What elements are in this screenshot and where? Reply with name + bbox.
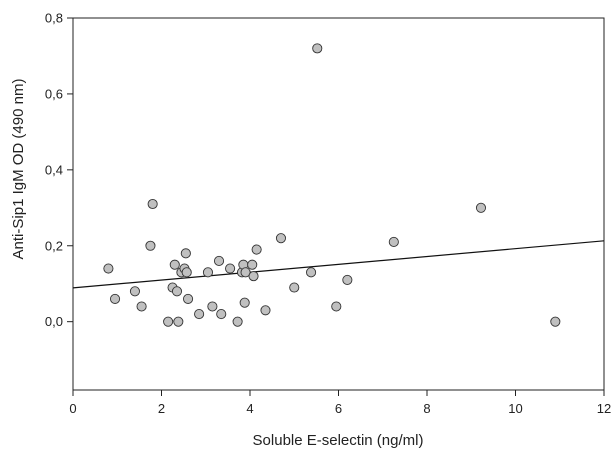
data-point [251, 244, 262, 255]
data-point [171, 286, 183, 297]
x-tick-label: 10 [508, 401, 522, 416]
x-axis-title: Soluble E-selectin (ng/ml) [253, 432, 424, 449]
data-point [213, 255, 225, 266]
data-point [312, 43, 323, 54]
y-tick-label: 0,0 [45, 314, 63, 329]
data-point [232, 316, 243, 327]
data-point [147, 198, 158, 210]
data-point [388, 236, 399, 248]
data-point [475, 202, 487, 213]
y-tick-label: 0,8 [45, 11, 63, 26]
data-point [173, 316, 184, 327]
data-point [239, 297, 250, 308]
x-tick-label: 0 [69, 401, 76, 416]
y-tick-label: 0,6 [45, 86, 63, 101]
data-points [103, 43, 561, 327]
data-point [550, 316, 561, 327]
data-point [225, 263, 236, 274]
data-point [207, 301, 218, 312]
data-point [181, 267, 192, 278]
data-point [240, 267, 251, 278]
data-point [182, 293, 194, 304]
y-axis-title: Anti-Sip1 IgM OD (490 nm) [10, 79, 27, 260]
data-point [247, 259, 258, 270]
data-point [103, 263, 114, 274]
data-point [180, 248, 191, 259]
axis-ticks: 0 2 4 6 8 10 12 0,0 0,2 0,4 0,6 0,8 [45, 11, 611, 417]
data-point [248, 271, 259, 282]
data-point [275, 233, 287, 244]
data-point [202, 267, 214, 278]
x-tick-label: 4 [246, 401, 253, 416]
data-point [163, 316, 174, 327]
data-point [129, 286, 140, 297]
x-tick-label: 6 [335, 401, 342, 416]
x-tick-label: 8 [423, 401, 430, 416]
data-point [109, 293, 121, 304]
data-point [194, 309, 205, 320]
y-tick-label: 0,2 [45, 238, 63, 253]
data-point [136, 301, 147, 312]
trend-line [72, 240, 605, 289]
data-point [342, 274, 353, 285]
x-tick-label: 12 [597, 401, 611, 416]
data-point [306, 267, 317, 278]
x-tick-label: 2 [158, 401, 165, 416]
data-point [169, 259, 180, 270]
data-point [260, 305, 271, 316]
data-point [145, 240, 156, 251]
regression-line [72, 240, 605, 289]
data-point [289, 282, 300, 293]
y-tick-label: 0,4 [45, 162, 63, 177]
data-point [331, 301, 342, 312]
data-point [216, 309, 227, 320]
